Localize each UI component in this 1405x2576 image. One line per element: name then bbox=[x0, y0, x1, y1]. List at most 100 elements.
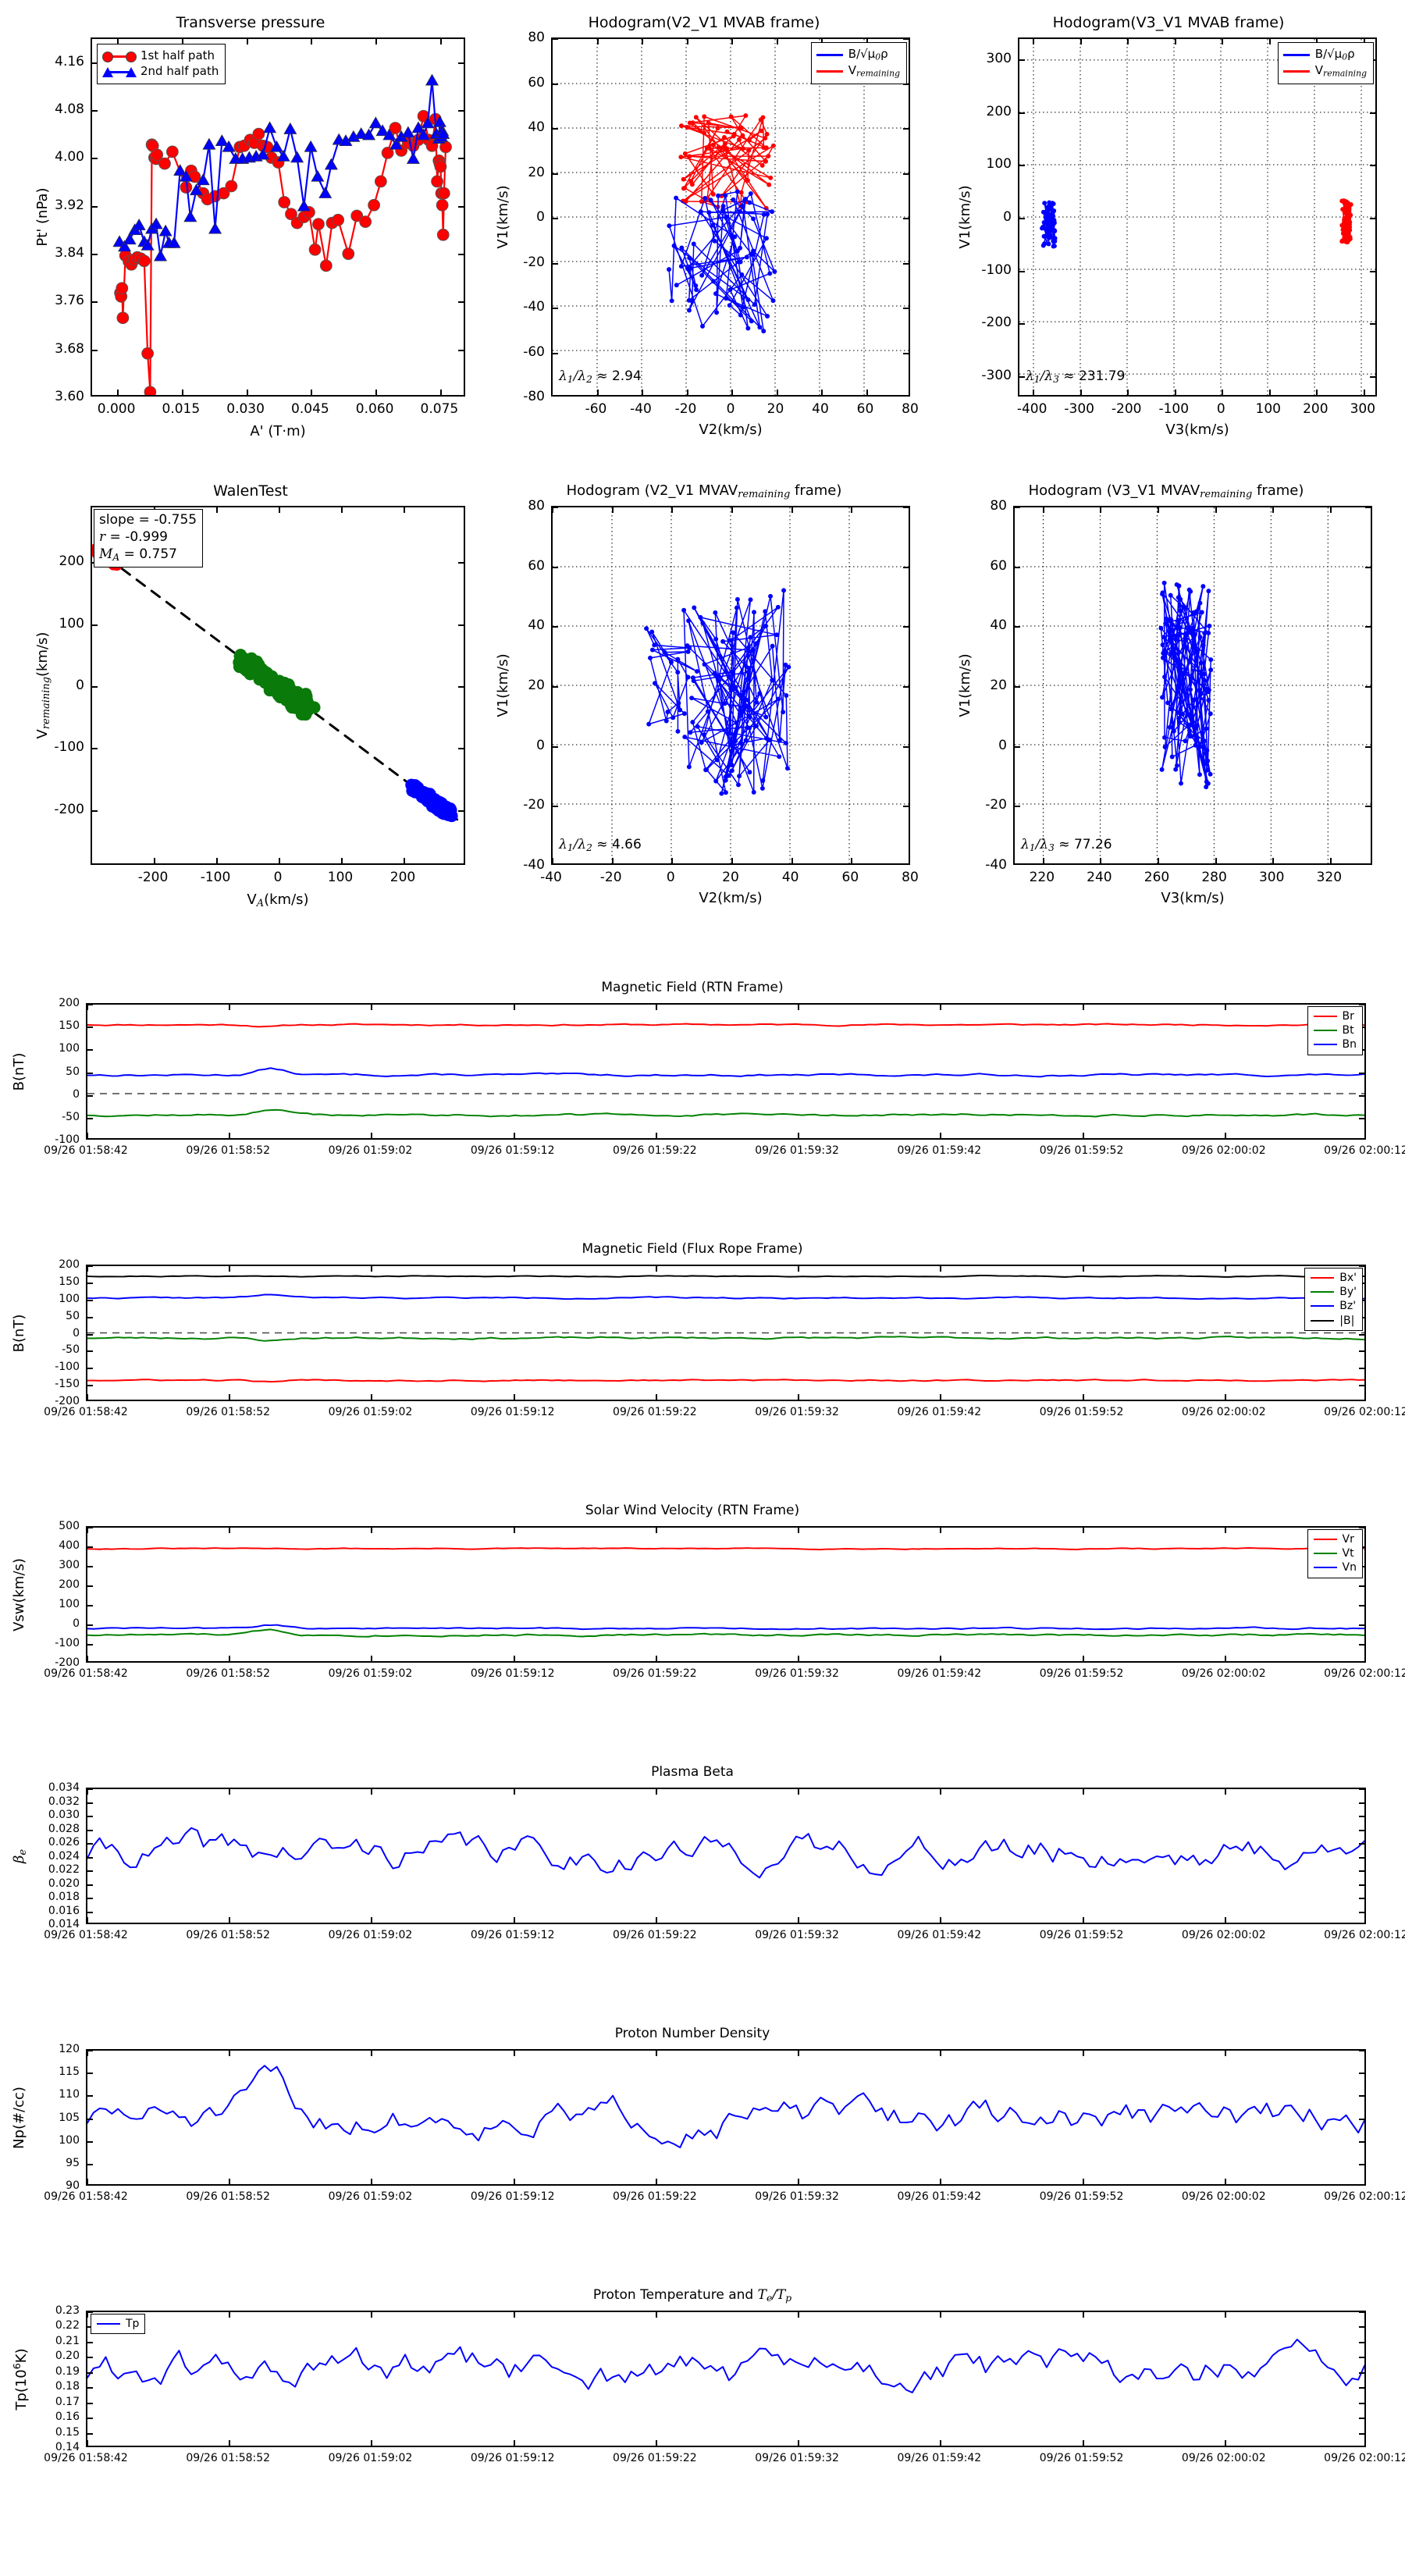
x-tick-mark bbox=[371, 1917, 373, 1923]
panel-hodogram-v2v1-mvab-yticks: -80 -60 -40 -20 0 20 40 60 80 bbox=[484, 30, 551, 404]
panel-magnetic-field-rtn-axes bbox=[86, 1003, 1366, 1140]
x-tick-mark bbox=[655, 2179, 657, 2184]
y-tick-label: 40 bbox=[528, 617, 545, 634]
y-tick-mark bbox=[553, 507, 558, 508]
panel-walen-test-ylabel: Vremaining(km/s) bbox=[34, 632, 53, 739]
x-tick-label: 09/26 01:59:12 bbox=[470, 1929, 555, 1941]
x-tick-label: 09/26 01:59:22 bbox=[613, 1929, 697, 1941]
x-tick-mark bbox=[1082, 2179, 1084, 2184]
panel-proton-number-density-yticks: 90 95 100 105 110 115 120 bbox=[0, 2043, 86, 2192]
y-tick-mark bbox=[87, 2073, 93, 2075]
x-tick-mark bbox=[596, 390, 599, 395]
x-tick-label: 09/26 02:00:12 bbox=[1324, 2452, 1405, 2464]
y-tick-label: 0.17 bbox=[55, 2395, 80, 2408]
y-tick-label: 100 bbox=[59, 2133, 80, 2147]
panel-transverse-pressure-ylabel: Pt' (nPa) bbox=[34, 187, 51, 247]
legend-line bbox=[1313, 1539, 1337, 1541]
legend-row: B/√μ0ρ bbox=[1282, 47, 1367, 63]
y-tick-label: 4.16 bbox=[55, 53, 84, 69]
x-tick-mark bbox=[821, 39, 823, 44]
x-tick-mark bbox=[1082, 1528, 1084, 1533]
x-tick-mark bbox=[1224, 2179, 1226, 2184]
x-tick-mark bbox=[851, 858, 853, 863]
panel-hodogram-v3v1-mvav-xlabel: V3(km/s) bbox=[1161, 890, 1225, 906]
x-tick-mark bbox=[87, 2179, 88, 2184]
x-tick-label: 09/26 01:58:52 bbox=[186, 1667, 271, 1680]
y-tick-label: 0.19 bbox=[55, 2364, 80, 2378]
y-tick-mark bbox=[87, 1026, 93, 1029]
x-tick-mark bbox=[1082, 2440, 1084, 2446]
x-tick-label: 09/26 01:59:12 bbox=[470, 1667, 555, 1680]
legend-line bbox=[816, 69, 843, 73]
x-tick-mark bbox=[1082, 1394, 1084, 1400]
x-tick-label: 09/26 01:59:42 bbox=[897, 2190, 982, 2203]
y-tick-mark bbox=[1019, 323, 1025, 326]
y-tick-label: 4.08 bbox=[55, 101, 84, 117]
y-tick-mark bbox=[87, 2387, 93, 2389]
legend-label: Vn bbox=[1342, 1561, 1357, 1574]
x-tick-mark bbox=[229, 1133, 231, 1138]
x-tick-mark bbox=[513, 2312, 515, 2318]
y-tick-label: 0.028 bbox=[48, 1822, 80, 1835]
legend-line bbox=[1313, 1567, 1337, 1569]
x-tick-mark bbox=[371, 1266, 373, 1272]
panel-plasma-beta-title: Plasma Beta bbox=[651, 1764, 734, 1780]
y-tick-label: 200 bbox=[59, 1578, 80, 1591]
x-tick-mark bbox=[642, 39, 643, 44]
y-tick-label: -40 bbox=[985, 857, 1007, 873]
panel-proton-number-density-title: Proton Number Density bbox=[614, 2026, 770, 2041]
x-tick-mark bbox=[655, 1133, 657, 1138]
x-tick-mark bbox=[642, 390, 643, 395]
x-tick-mark bbox=[1174, 390, 1176, 395]
panel-transverse-pressure-axes bbox=[91, 37, 465, 397]
x-tick-label: 09/26 01:59:52 bbox=[1039, 2452, 1124, 2464]
legend-label: By' bbox=[1339, 1286, 1357, 1299]
x-tick-label: 09/26 02:00:12 bbox=[1324, 2190, 1405, 2203]
x-tick-label: 0.000 bbox=[97, 401, 136, 417]
y-tick-mark bbox=[87, 2326, 93, 2329]
x-tick-label: 100 bbox=[327, 870, 354, 885]
x-tick-label: 09/26 02:00:02 bbox=[1181, 2452, 1266, 2464]
y-tick-mark bbox=[87, 1605, 93, 1606]
y-tick-label: -200 bbox=[981, 315, 1012, 331]
panel-proton-temperature-ylabel: Tp(106K) bbox=[11, 2347, 30, 2411]
panel-proton-temperature-axes bbox=[86, 2311, 1366, 2447]
y-tick-label: 3.68 bbox=[55, 340, 84, 357]
x-tick-label: 280 bbox=[1201, 870, 1227, 885]
y-tick-label: 95 bbox=[66, 2156, 80, 2169]
y-tick-mark bbox=[553, 39, 558, 40]
x-tick-label: -200 bbox=[1111, 401, 1142, 417]
y-tick-mark bbox=[87, 1316, 93, 1318]
y-tick-label: 400 bbox=[59, 1539, 80, 1552]
x-tick-label: 09/26 01:59:22 bbox=[613, 2190, 697, 2203]
y-tick-label: -100 bbox=[55, 1133, 80, 1146]
x-tick-label: -300 bbox=[1064, 401, 1094, 417]
x-tick-label: 09/26 02:00:12 bbox=[1324, 1406, 1405, 1418]
y-tick-label: 105 bbox=[59, 2111, 80, 2124]
x-tick-mark bbox=[798, 1005, 800, 1010]
y-tick-mark bbox=[87, 1884, 93, 1886]
legend-triangle bbox=[126, 66, 137, 77]
y-tick-mark bbox=[92, 158, 98, 160]
y-tick-label: -100 bbox=[55, 1361, 80, 1374]
y-tick-label: 300 bbox=[986, 51, 1012, 67]
y-tick-mark bbox=[87, 1829, 93, 1831]
x-tick-mark bbox=[798, 1789, 800, 1795]
x-tick-mark bbox=[791, 507, 793, 513]
y-tick-mark bbox=[87, 1299, 93, 1301]
x-tick-label: 0 bbox=[726, 401, 735, 417]
legend-row: Vn bbox=[1313, 1560, 1357, 1574]
y-tick-mark bbox=[87, 1898, 93, 1899]
y-tick-mark bbox=[87, 1789, 93, 1790]
x-tick-mark bbox=[1268, 39, 1271, 44]
x-tick-label: 09/26 01:59:12 bbox=[470, 2452, 555, 2464]
x-tick-mark bbox=[1272, 507, 1275, 513]
x-tick-label: -40 bbox=[630, 401, 652, 417]
x-tick-mark bbox=[246, 390, 248, 395]
y-tick-mark bbox=[458, 110, 464, 112]
y-tick-mark bbox=[1359, 2073, 1364, 2075]
y-tick-label: 120 bbox=[59, 2043, 80, 2055]
x-tick-mark bbox=[798, 1394, 800, 1400]
y-tick-mark bbox=[903, 626, 909, 628]
x-tick-mark bbox=[311, 390, 313, 395]
